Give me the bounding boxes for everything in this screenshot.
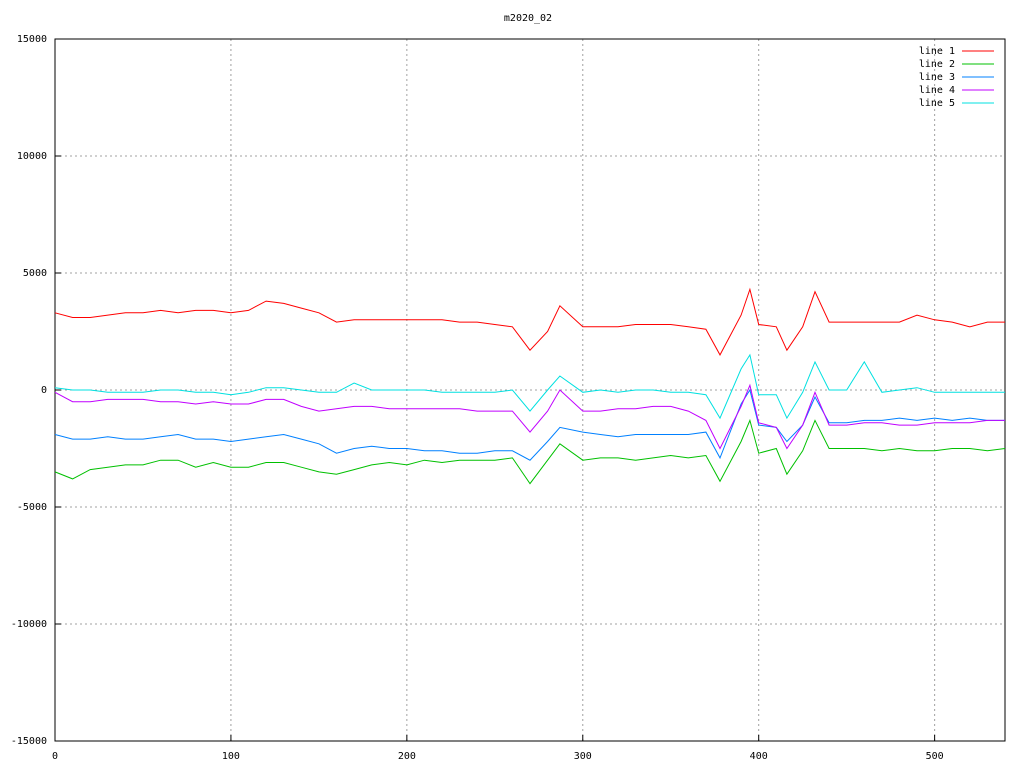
y-tick-label: -5000 bbox=[17, 502, 47, 513]
y-tick-label: 0 bbox=[41, 385, 47, 396]
x-tick-label: 0 bbox=[52, 751, 58, 762]
x-tick-label: 300 bbox=[574, 751, 592, 762]
y-tick-label: -10000 bbox=[11, 619, 47, 630]
series-line bbox=[54, 388, 1005, 461]
y-tick-label: 5000 bbox=[23, 268, 47, 279]
x-tick-label: 100 bbox=[222, 751, 240, 762]
x-tick-label: 200 bbox=[398, 751, 416, 762]
legend-label: line 4 bbox=[919, 85, 955, 96]
chart-title: m2020_02 bbox=[504, 13, 552, 24]
series-line bbox=[54, 353, 1005, 420]
y-tick-label: -15000 bbox=[11, 736, 47, 747]
legend-label: line 5 bbox=[919, 98, 955, 109]
plot-frame bbox=[54, 38, 1006, 742]
legend-label: line 1 bbox=[919, 46, 955, 57]
legend-label: line 2 bbox=[919, 59, 955, 70]
y-tick-label: 15000 bbox=[17, 34, 47, 45]
y-tick-label: 10000 bbox=[17, 151, 47, 162]
series-line bbox=[54, 418, 1006, 485]
legend-label: line 3 bbox=[919, 72, 955, 83]
x-tick-label: 400 bbox=[750, 751, 768, 762]
series-line bbox=[54, 287, 1005, 356]
series-line bbox=[54, 383, 1005, 450]
x-tick-label: 500 bbox=[926, 751, 944, 762]
